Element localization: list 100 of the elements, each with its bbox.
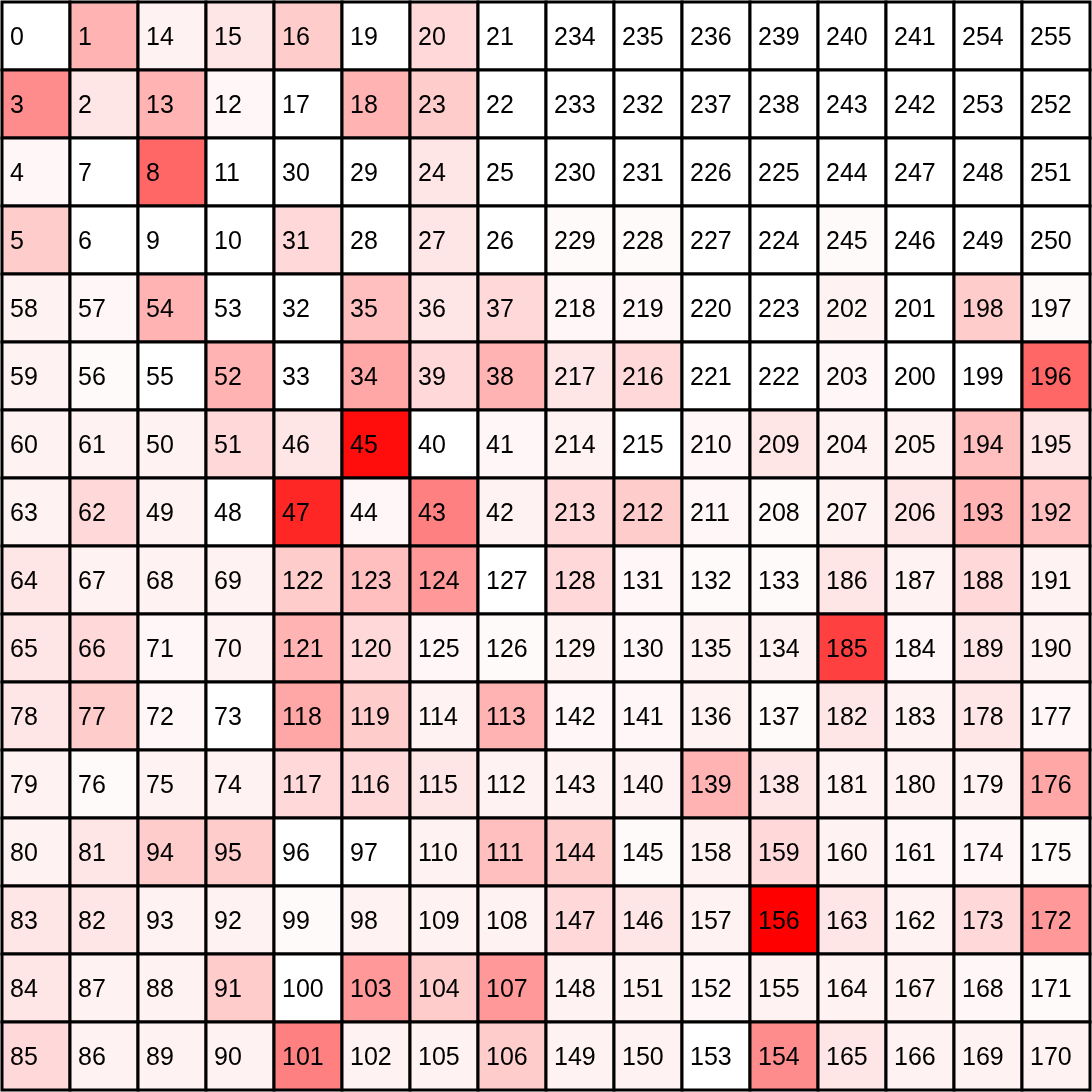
data-label: 98 bbox=[350, 906, 378, 934]
data-label: 204 bbox=[826, 430, 868, 458]
data-label: 222 bbox=[758, 362, 800, 390]
data-label: 48 bbox=[214, 498, 242, 526]
data-label: 142 bbox=[554, 702, 596, 730]
data-label: 162 bbox=[894, 906, 936, 934]
data-label: 137 bbox=[758, 702, 800, 730]
data-label: 143 bbox=[554, 770, 596, 798]
data-label: 106 bbox=[486, 1042, 528, 1070]
data-label: 21 bbox=[486, 22, 514, 50]
data-label: 184 bbox=[894, 634, 936, 662]
data-label: 56 bbox=[78, 362, 106, 390]
data-label: 50 bbox=[146, 430, 174, 458]
data-label: 25 bbox=[486, 158, 514, 186]
data-label: 69 bbox=[214, 566, 242, 594]
data-label: 58 bbox=[10, 294, 38, 322]
data-label: 167 bbox=[894, 974, 936, 1002]
data-label: 55 bbox=[146, 362, 174, 390]
data-label: 240 bbox=[826, 22, 868, 50]
data-label: 242 bbox=[894, 90, 936, 118]
data-label: 24 bbox=[418, 158, 446, 186]
data-label: 122 bbox=[282, 566, 324, 594]
data-label: 63 bbox=[10, 498, 38, 526]
data-label: 17 bbox=[282, 90, 310, 118]
data-label: 189 bbox=[962, 634, 1004, 662]
data-label: 131 bbox=[622, 566, 664, 594]
data-label: 3 bbox=[10, 90, 24, 118]
data-label: 255 bbox=[1030, 22, 1072, 50]
data-label: 47 bbox=[282, 498, 310, 526]
data-label: 87 bbox=[78, 974, 106, 1002]
data-label: 229 bbox=[554, 226, 596, 254]
data-label: 241 bbox=[894, 22, 936, 50]
data-label: 193 bbox=[962, 498, 1004, 526]
data-label: 220 bbox=[690, 294, 732, 322]
data-label: 2 bbox=[78, 90, 92, 118]
data-label: 67 bbox=[78, 566, 106, 594]
data-label: 214 bbox=[554, 430, 596, 458]
data-label: 149 bbox=[554, 1042, 596, 1070]
data-label: 212 bbox=[622, 498, 664, 526]
data-label: 116 bbox=[350, 770, 390, 798]
data-label: 144 bbox=[554, 838, 596, 866]
data-label: 151 bbox=[622, 974, 664, 1002]
data-label: 134 bbox=[758, 634, 800, 662]
data-label: 5 bbox=[10, 226, 24, 254]
data-label: 99 bbox=[282, 906, 310, 934]
data-label: 27 bbox=[418, 226, 446, 254]
data-label: 147 bbox=[554, 906, 596, 934]
data-label: 186 bbox=[826, 566, 868, 594]
data-label: 187 bbox=[894, 566, 936, 594]
data-label: 64 bbox=[10, 566, 38, 594]
data-label: 243 bbox=[826, 90, 868, 118]
data-label: 244 bbox=[826, 158, 868, 186]
data-label: 120 bbox=[350, 634, 392, 662]
data-label: 248 bbox=[962, 158, 1004, 186]
data-label: 199 bbox=[962, 362, 1004, 390]
data-label: 10 bbox=[214, 226, 242, 254]
data-label: 108 bbox=[486, 906, 528, 934]
data-label: 110 bbox=[418, 838, 458, 866]
data-label: 74 bbox=[214, 770, 242, 798]
data-label: 148 bbox=[554, 974, 596, 1002]
data-label: 31 bbox=[282, 226, 310, 254]
data-label: 95 bbox=[214, 838, 242, 866]
data-label: 129 bbox=[554, 634, 596, 662]
data-label: 119 bbox=[350, 702, 390, 730]
data-label: 93 bbox=[146, 906, 174, 934]
data-label: 211 bbox=[690, 498, 730, 526]
data-label: 196 bbox=[1030, 362, 1072, 390]
data-label: 19 bbox=[350, 22, 378, 50]
data-label: 141 bbox=[622, 702, 664, 730]
data-label: 158 bbox=[690, 838, 732, 866]
data-label: 205 bbox=[894, 430, 936, 458]
data-label: 53 bbox=[214, 294, 242, 322]
data-label: 104 bbox=[418, 974, 460, 1002]
data-label: 245 bbox=[826, 226, 868, 254]
data-label: 107 bbox=[486, 974, 528, 1002]
data-label: 218 bbox=[554, 294, 596, 322]
data-label: 11 bbox=[214, 158, 240, 186]
data-label: 91 bbox=[214, 974, 242, 1002]
data-label: 113 bbox=[486, 702, 526, 730]
data-label: 43 bbox=[418, 498, 446, 526]
data-label: 101 bbox=[282, 1042, 324, 1070]
data-label: 13 bbox=[146, 90, 174, 118]
data-label: 94 bbox=[146, 838, 174, 866]
data-label: 125 bbox=[418, 634, 460, 662]
data-label: 105 bbox=[418, 1042, 460, 1070]
data-label: 138 bbox=[758, 770, 800, 798]
data-label: 45 bbox=[350, 430, 378, 458]
data-label: 190 bbox=[1030, 634, 1072, 662]
data-label: 60 bbox=[10, 430, 38, 458]
data-label: 59 bbox=[10, 362, 38, 390]
data-label: 173 bbox=[962, 906, 1004, 934]
data-label: 230 bbox=[554, 158, 596, 186]
data-label: 117 bbox=[282, 770, 322, 798]
data-label: 213 bbox=[554, 498, 596, 526]
data-label: 124 bbox=[418, 566, 460, 594]
data-label: 8 bbox=[146, 158, 160, 186]
data-label: 224 bbox=[758, 226, 800, 254]
data-label: 192 bbox=[1030, 498, 1072, 526]
data-label: 66 bbox=[78, 634, 106, 662]
data-label: 221 bbox=[690, 362, 732, 390]
